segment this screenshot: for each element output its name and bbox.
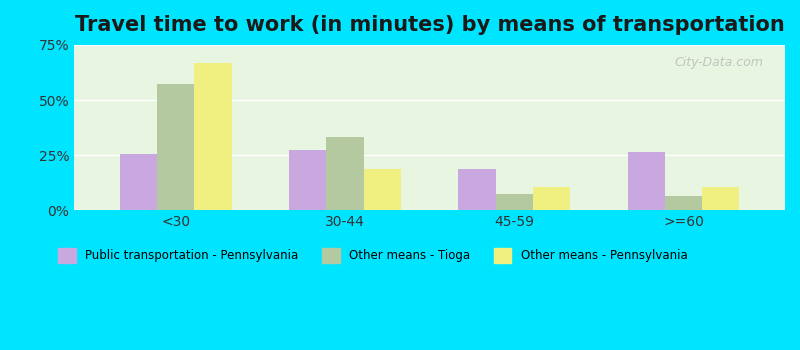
Bar [496, 194, 533, 210]
Bar [628, 152, 665, 210]
Bar [289, 150, 326, 210]
Bar [194, 63, 232, 210]
Bar [364, 169, 401, 210]
Legend: Public transportation - Pennsylvania, Other means - Tioga, Other means - Pennsyl: Public transportation - Pennsylvania, Ot… [53, 244, 692, 267]
Text: City-Data.com: City-Data.com [675, 56, 764, 70]
Bar [120, 154, 157, 210]
Bar [665, 196, 702, 210]
Title: Travel time to work (in minutes) by means of transportation: Travel time to work (in minutes) by mean… [74, 15, 785, 35]
Bar [458, 169, 496, 210]
Bar [326, 136, 364, 210]
Bar [533, 187, 570, 210]
Bar [157, 84, 194, 210]
Bar [702, 187, 739, 210]
